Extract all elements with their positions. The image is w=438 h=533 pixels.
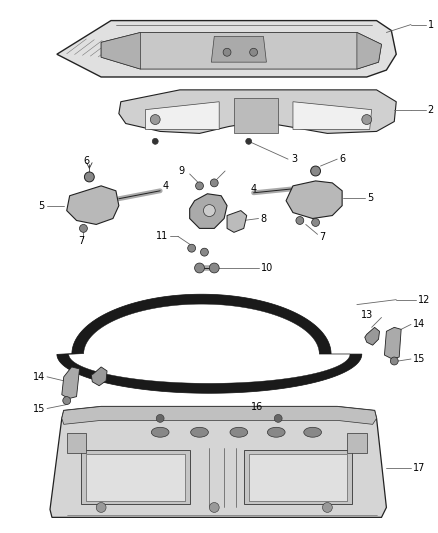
Text: 4: 4 xyxy=(162,181,168,191)
Polygon shape xyxy=(286,181,342,219)
Ellipse shape xyxy=(191,427,208,437)
Text: 6: 6 xyxy=(339,154,345,164)
Circle shape xyxy=(80,224,87,232)
Text: 15: 15 xyxy=(33,403,45,414)
Circle shape xyxy=(223,49,231,56)
Polygon shape xyxy=(357,33,381,69)
Circle shape xyxy=(362,115,372,125)
Circle shape xyxy=(311,166,321,176)
Polygon shape xyxy=(365,327,379,345)
Circle shape xyxy=(296,216,304,224)
Text: 11: 11 xyxy=(156,231,168,241)
Text: 17: 17 xyxy=(413,463,425,473)
Circle shape xyxy=(209,503,219,512)
Circle shape xyxy=(312,219,319,227)
Polygon shape xyxy=(293,102,372,130)
Circle shape xyxy=(274,415,282,422)
Circle shape xyxy=(322,503,332,512)
Polygon shape xyxy=(50,407,386,518)
Polygon shape xyxy=(190,194,227,229)
Text: 1: 1 xyxy=(428,20,434,29)
Polygon shape xyxy=(385,327,401,359)
Bar xyxy=(347,433,367,453)
Polygon shape xyxy=(67,186,119,224)
Text: 3: 3 xyxy=(291,154,297,164)
Text: 12: 12 xyxy=(418,295,430,305)
Polygon shape xyxy=(57,294,362,393)
Circle shape xyxy=(85,172,94,182)
Text: 13: 13 xyxy=(360,311,373,320)
Circle shape xyxy=(156,415,164,422)
Text: 14: 14 xyxy=(33,372,45,382)
Text: 10: 10 xyxy=(261,263,273,273)
Ellipse shape xyxy=(151,427,169,437)
Text: 5: 5 xyxy=(367,193,373,203)
Polygon shape xyxy=(62,367,80,399)
Ellipse shape xyxy=(304,427,321,437)
Text: 7: 7 xyxy=(78,236,85,246)
Bar xyxy=(86,454,185,500)
Circle shape xyxy=(203,205,215,216)
Text: 16: 16 xyxy=(251,401,263,411)
Polygon shape xyxy=(101,33,381,69)
Circle shape xyxy=(390,357,398,365)
Text: 6: 6 xyxy=(83,156,89,166)
Ellipse shape xyxy=(230,427,248,437)
Circle shape xyxy=(96,503,106,512)
Text: 15: 15 xyxy=(413,354,425,364)
Circle shape xyxy=(194,263,205,273)
Text: 9: 9 xyxy=(179,166,185,176)
Circle shape xyxy=(63,397,71,405)
Circle shape xyxy=(196,182,203,190)
Bar xyxy=(81,450,190,505)
Circle shape xyxy=(210,179,218,187)
Bar xyxy=(249,454,347,500)
Polygon shape xyxy=(119,90,396,133)
Circle shape xyxy=(152,139,158,144)
Polygon shape xyxy=(69,304,350,383)
Polygon shape xyxy=(234,98,278,133)
Text: 5: 5 xyxy=(38,200,44,211)
Circle shape xyxy=(188,244,196,252)
Text: 7: 7 xyxy=(319,232,326,243)
Polygon shape xyxy=(62,407,377,424)
Circle shape xyxy=(150,115,160,125)
Text: 2: 2 xyxy=(428,104,434,115)
Polygon shape xyxy=(101,33,141,69)
Text: 14: 14 xyxy=(413,319,425,329)
Circle shape xyxy=(246,139,252,144)
Ellipse shape xyxy=(267,427,285,437)
Polygon shape xyxy=(57,21,396,77)
Text: 13: 13 xyxy=(109,364,121,374)
Circle shape xyxy=(250,49,258,56)
Text: 4: 4 xyxy=(251,184,257,194)
Circle shape xyxy=(201,248,208,256)
Polygon shape xyxy=(91,367,107,386)
Polygon shape xyxy=(145,102,219,130)
Text: 8: 8 xyxy=(261,214,267,223)
Circle shape xyxy=(209,263,219,273)
Polygon shape xyxy=(227,211,247,232)
Polygon shape xyxy=(211,36,266,62)
Bar xyxy=(67,433,86,453)
Bar xyxy=(244,450,352,505)
